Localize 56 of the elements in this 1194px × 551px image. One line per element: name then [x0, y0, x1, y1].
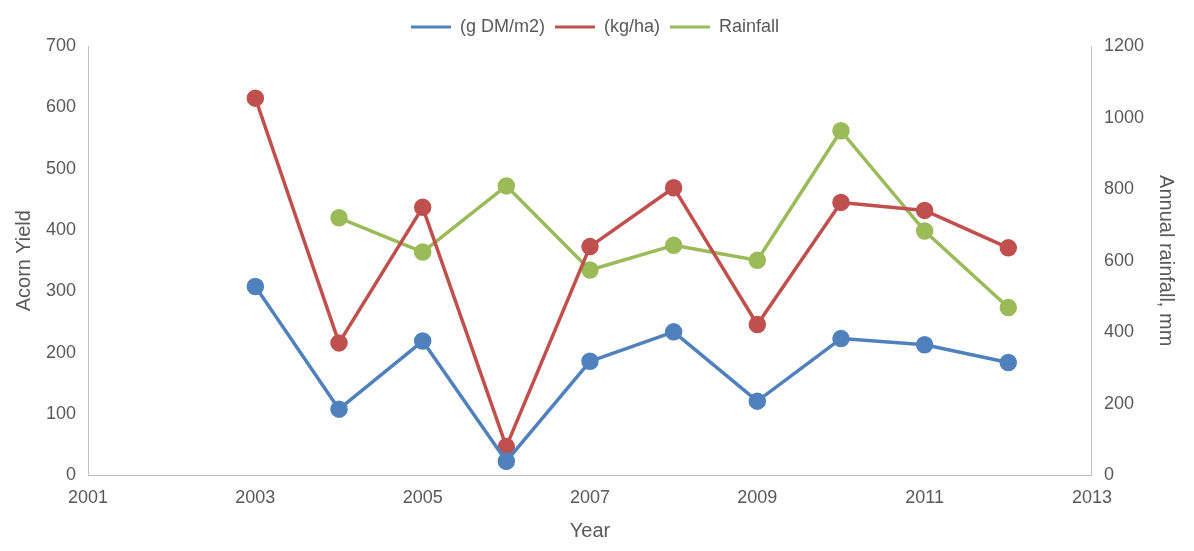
point: [664, 178, 683, 197]
x-tick-label: 2011: [905, 487, 944, 508]
point: [748, 315, 767, 334]
y2-tick-label: 400: [1103, 321, 1134, 342]
y-tick-label: 600: [45, 96, 77, 117]
y2-tick-label: 0: [1103, 464, 1114, 485]
point: [330, 400, 348, 418]
y2-tick-label: 1200: [1103, 34, 1144, 55]
y2-tick-label: 1000: [1103, 106, 1144, 127]
point: [413, 243, 432, 261]
point: [915, 335, 934, 354]
point: [497, 177, 516, 195]
y-tick-label: 300: [45, 280, 77, 301]
y2-tick-label: 600: [1103, 249, 1134, 270]
y-tick-label: 200: [45, 341, 77, 362]
point: [999, 239, 1018, 257]
y-tick-label: 400: [45, 219, 77, 239]
point: [915, 201, 934, 220]
y-tick-label: 0: [66, 464, 77, 485]
point: [246, 277, 265, 296]
point: [413, 198, 432, 217]
y2-tick-label: 200: [1103, 392, 1134, 413]
y-tick-label: 500: [45, 157, 77, 178]
point: [246, 89, 265, 107]
point: [748, 251, 767, 270]
x-tick-label: 2003: [235, 487, 276, 508]
x-tick-label: 2007: [569, 487, 611, 508]
point: [581, 237, 599, 256]
point: [999, 298, 1018, 317]
y2-tick-label: 800: [1103, 178, 1134, 199]
x-tick-label: 2001: [68, 487, 109, 508]
x-tick-label: 2013: [1071, 487, 1112, 508]
point: [664, 323, 683, 341]
point: [832, 193, 850, 212]
y2-axis-title: Annual rainfall, mm: [1156, 175, 1179, 347]
point: [497, 452, 516, 471]
point: [999, 353, 1018, 372]
point: [664, 236, 683, 255]
x-tick-label: 2009: [737, 487, 778, 508]
point: [581, 352, 599, 371]
point: [748, 392, 767, 410]
point: [581, 261, 599, 279]
point: [915, 222, 934, 240]
x-axis-title: Year: [569, 518, 611, 541]
point: [413, 332, 432, 350]
legend-label: (g DM/m2): [459, 15, 545, 36]
y-tick-label: 100: [45, 403, 77, 424]
y-axis-title: Acorn Yield: [11, 210, 34, 312]
point: [330, 334, 348, 352]
x-tick-label: 2005: [402, 487, 443, 508]
y-tick-label: 700: [45, 34, 77, 55]
point: [832, 122, 850, 140]
point: [330, 209, 348, 227]
legend-label: Rainfall: [719, 15, 780, 36]
legend-label: (kg/ha): [603, 15, 661, 36]
point: [832, 329, 850, 348]
